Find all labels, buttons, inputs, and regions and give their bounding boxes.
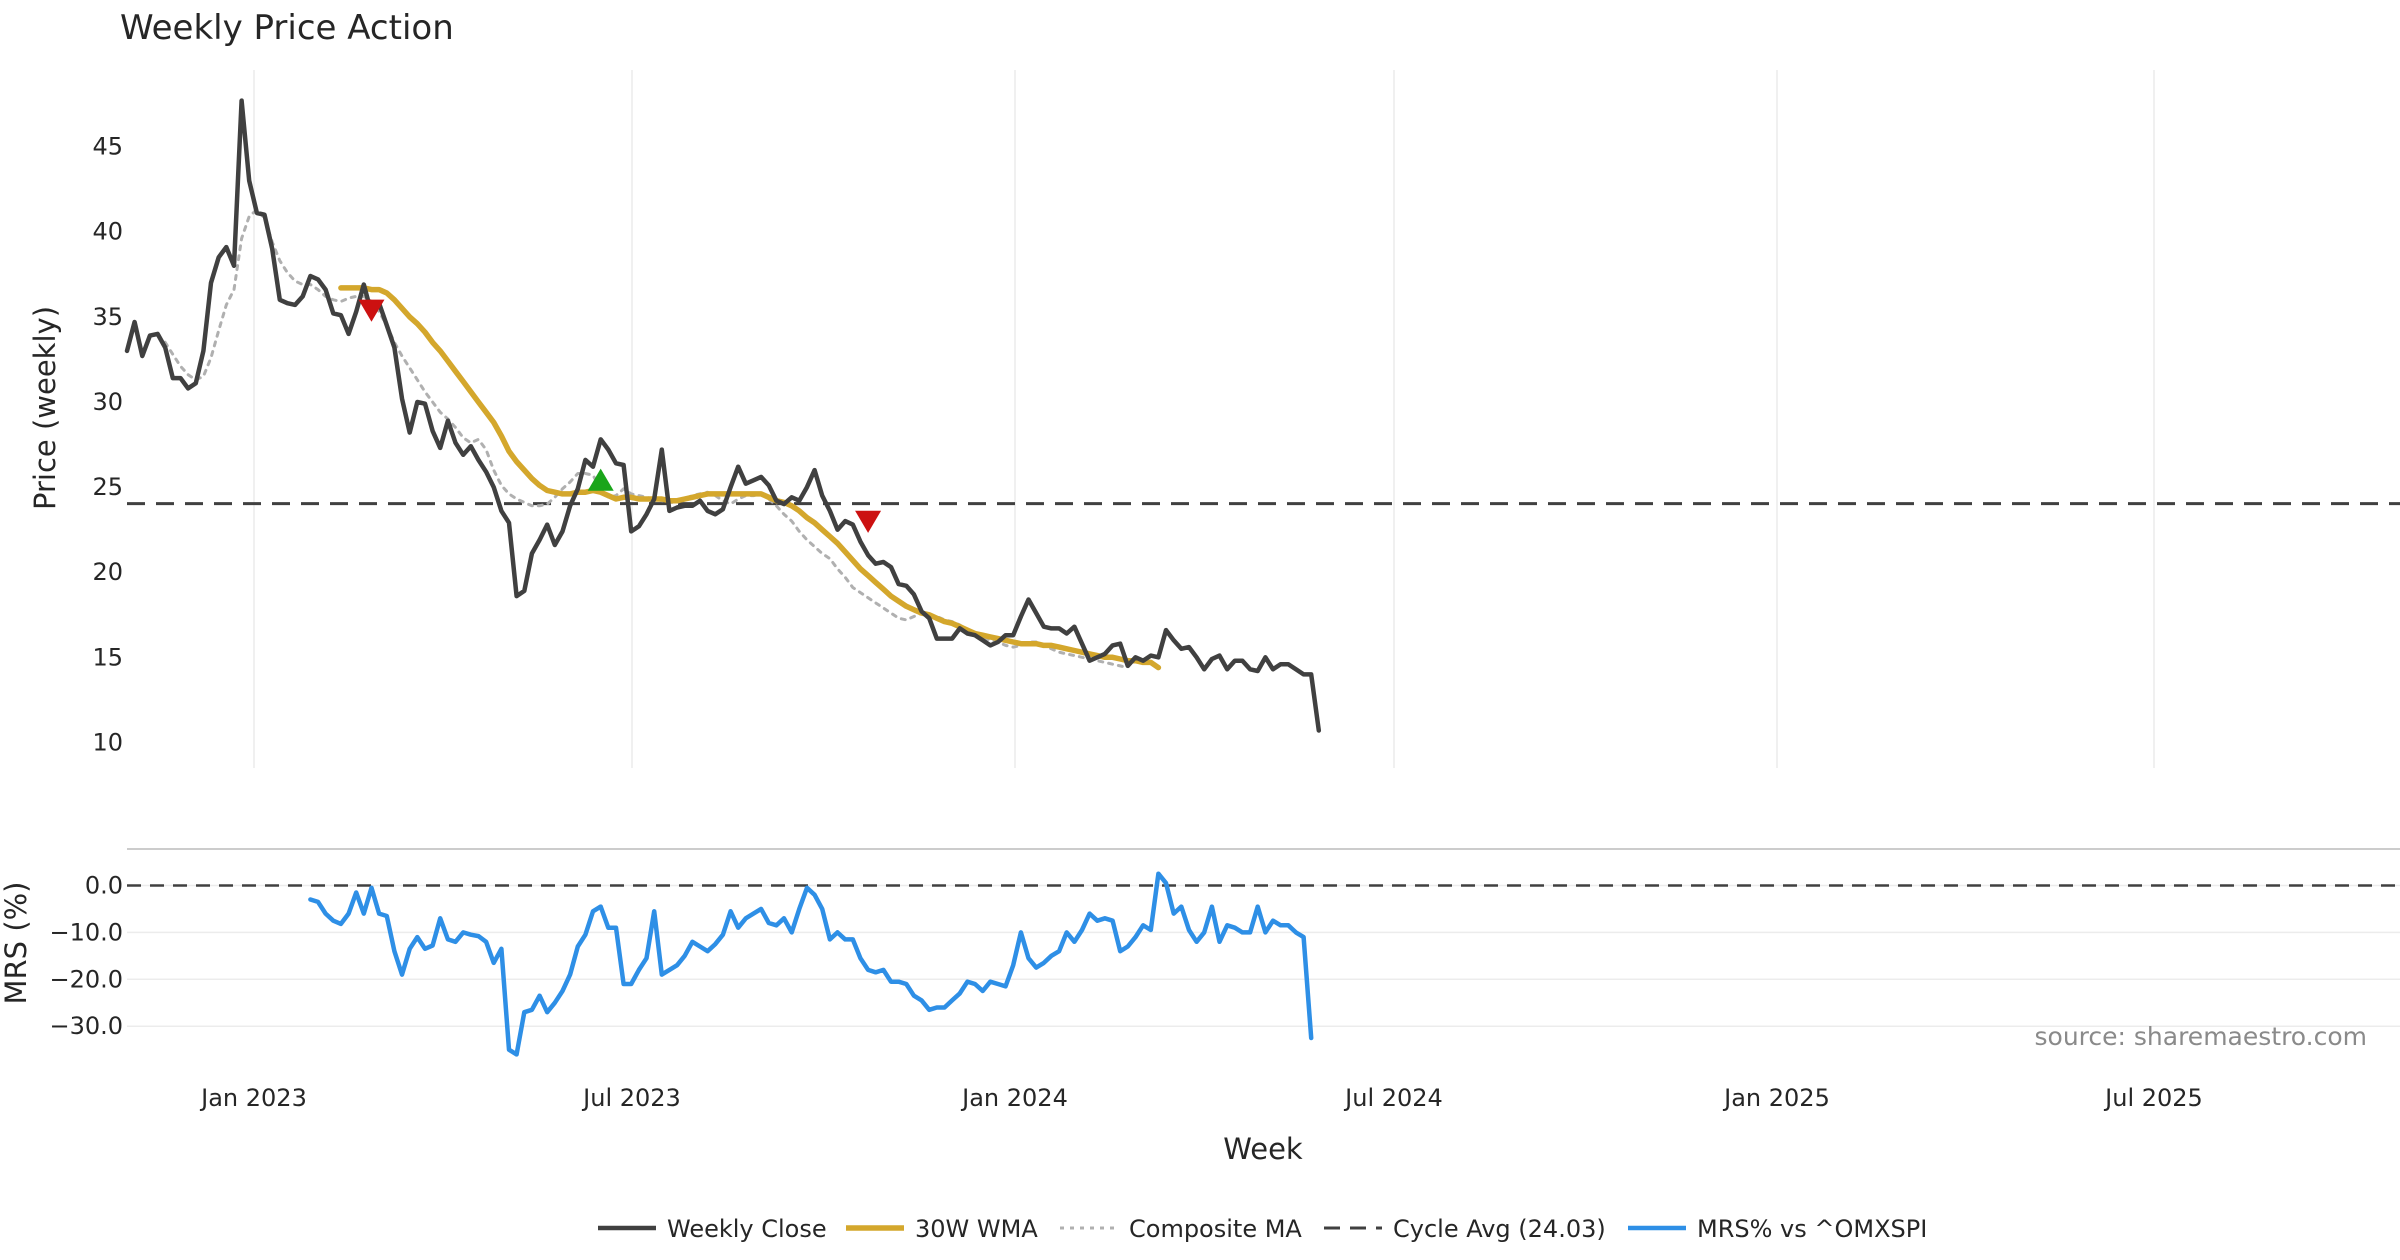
chart-title: Weekly Price Action <box>120 8 454 48</box>
source-note: source: sharemaestro.com <box>2035 1022 2368 1051</box>
price-y-tick-label: 45 <box>92 133 123 161</box>
buy-marker <box>587 468 614 491</box>
weekly-close-line <box>124 98 1322 733</box>
x-ticks: Jan 2023 Jul 2023 Jan 2024 Jul 2024 Jan 2025… <box>199 1084 2203 1112</box>
x-tick-label: Jan 2025 <box>1722 1084 1830 1112</box>
x-tick-label: Jan 2023 <box>199 1084 307 1112</box>
marker-layer <box>358 299 882 533</box>
price-y-tick-label: 30 <box>92 388 123 416</box>
price-y-tick-label: 25 <box>92 473 123 501</box>
mrs-y-tick-label: −30.0 <box>49 1012 123 1040</box>
legend-label: Cycle Avg (24.03) <box>1393 1215 1606 1243</box>
price-y-tick-label: 20 <box>92 558 123 586</box>
mrs-y-tick-label: −10.0 <box>49 918 123 946</box>
legend-label: Weekly Close <box>667 1215 827 1243</box>
x-tick-label: Jul 2024 <box>1343 1084 1443 1112</box>
legend-label: Composite MA <box>1129 1215 1302 1243</box>
mrs-y-tick-label: −20.0 <box>49 965 123 993</box>
sell-marker <box>855 510 882 533</box>
legend-label: 30W WMA <box>915 1215 1038 1243</box>
price-y-tick-label: 15 <box>92 643 123 671</box>
x-tick-label: Jan 2024 <box>960 1084 1068 1112</box>
legend: Weekly Close 30W WMA Composite MA Cycle Avg… <box>598 1215 1927 1243</box>
grid-layer <box>127 70 2400 1027</box>
mrs-y-tick-label: 0.0 <box>85 871 123 899</box>
wma-30w-line <box>338 285 1162 671</box>
mrs-y-ticks: 0.0 −10.0 −20.0 −30.0 <box>49 871 123 1040</box>
mrs-y-axis-title: MRS (%) <box>0 882 33 1005</box>
price-y-ticks: 10 15 20 25 30 35 40 45 <box>92 133 123 757</box>
x-tick-label: Jul 2025 <box>2103 1084 2203 1112</box>
mrs-line <box>308 871 1314 1057</box>
price-y-tick-label: 35 <box>92 303 123 331</box>
x-axis-title: Week <box>1223 1132 1303 1166</box>
price-y-tick-label: 40 <box>92 218 123 246</box>
price-y-axis-title: Price (weekly) <box>28 306 62 510</box>
composite-ma-line <box>156 208 1130 670</box>
legend-label: MRS% vs ^OMXSPI <box>1697 1215 1927 1243</box>
sell-marker <box>358 299 385 322</box>
x-tick-label: Jul 2023 <box>581 1084 681 1112</box>
series-layer <box>124 98 2400 1057</box>
price-y-tick-label: 10 <box>92 728 123 756</box>
